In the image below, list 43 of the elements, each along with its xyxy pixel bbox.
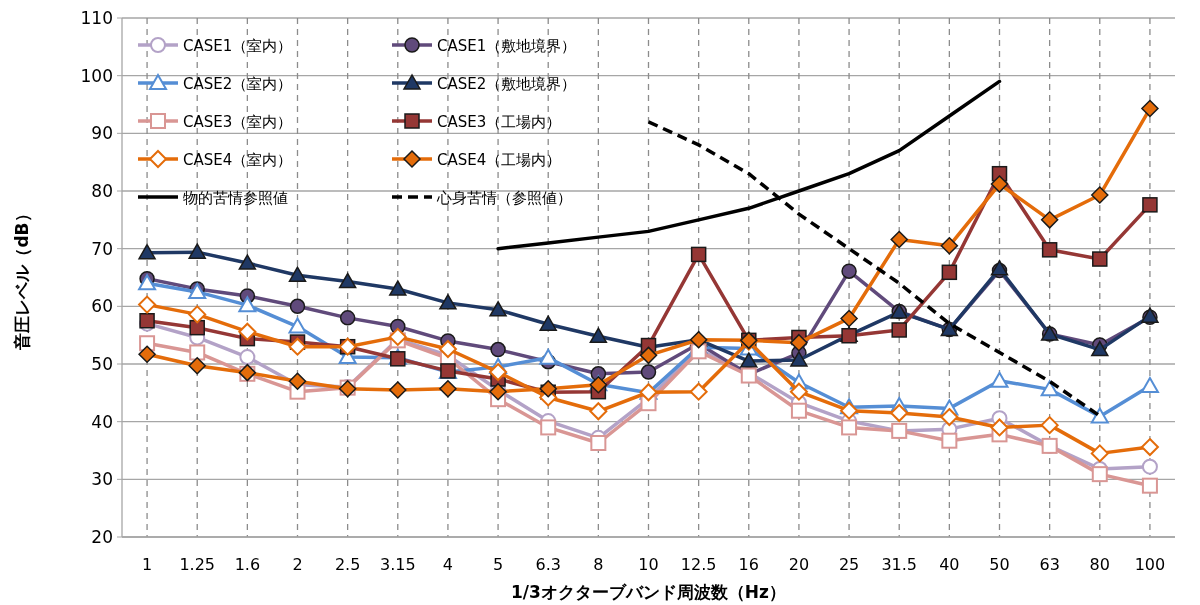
x-tick-label: 100 bbox=[1134, 555, 1166, 574]
legend-label: CASE4（室内） bbox=[183, 151, 293, 169]
legend-label: CASE2（敷地境界） bbox=[437, 75, 577, 93]
legend-label: 物的苦情参照値 bbox=[183, 189, 288, 207]
x-tick-label: 1 bbox=[141, 555, 153, 574]
legend-label: CASE3（室内） bbox=[183, 113, 293, 131]
x-tick-label: 5 bbox=[492, 555, 504, 574]
y-tick-label: 40 bbox=[91, 411, 113, 432]
x-tick-label: 25 bbox=[838, 555, 860, 574]
x-tick-label: 8 bbox=[593, 555, 604, 574]
legend-label: CASE2（室内） bbox=[183, 75, 293, 93]
x-tick-label: 1.6 bbox=[234, 555, 261, 574]
x-tick-label: 6.3 bbox=[535, 555, 561, 574]
y-tick-label: 30 bbox=[91, 469, 113, 490]
x-tick-label: 80 bbox=[1089, 555, 1110, 574]
y-tick-label: 90 bbox=[91, 123, 113, 144]
y-tick-label: 80 bbox=[91, 181, 113, 201]
y-tick-label: 100 bbox=[80, 65, 113, 86]
legend-label: CASE4（工場内） bbox=[437, 151, 562, 169]
x-tick-label: 50 bbox=[989, 555, 1010, 574]
x-tick-label: 12.5 bbox=[680, 555, 717, 574]
x-tick-label: 40 bbox=[939, 555, 960, 574]
y-tick-label: 70 bbox=[91, 238, 113, 259]
x-tick-label: 31.5 bbox=[881, 555, 918, 574]
x-tick-label: 16 bbox=[738, 555, 759, 574]
x-tick-label: 20 bbox=[788, 555, 810, 574]
legend-label: 心身苦情（参照値） bbox=[436, 189, 572, 207]
x-tick-label: 2 bbox=[292, 555, 303, 574]
legend-label: CASE1（室内） bbox=[183, 37, 293, 55]
legend-label: CASE1（敷地境界） bbox=[437, 37, 577, 55]
x-tick-label: 4 bbox=[442, 555, 454, 574]
x-tick-label: 1.25 bbox=[179, 555, 216, 574]
x-tick-label: 2.5 bbox=[334, 555, 361, 574]
y-tick-label: 110 bbox=[80, 8, 113, 28]
x-tick-label: 3.15 bbox=[379, 555, 416, 574]
y-axis-title: 音圧レベル（dB） bbox=[12, 205, 32, 351]
x-tick-label: 63 bbox=[1039, 555, 1060, 574]
y-tick-label: 50 bbox=[91, 354, 113, 374]
x-axis-title: 1/3オクターブバンド周波数（Hz） bbox=[511, 582, 786, 602]
x-tick-label: 10 bbox=[638, 555, 659, 574]
y-tick-label: 20 bbox=[91, 527, 113, 547]
legend-label: CASE3（工場内） bbox=[437, 113, 562, 131]
y-tick-label: 60 bbox=[91, 296, 113, 317]
